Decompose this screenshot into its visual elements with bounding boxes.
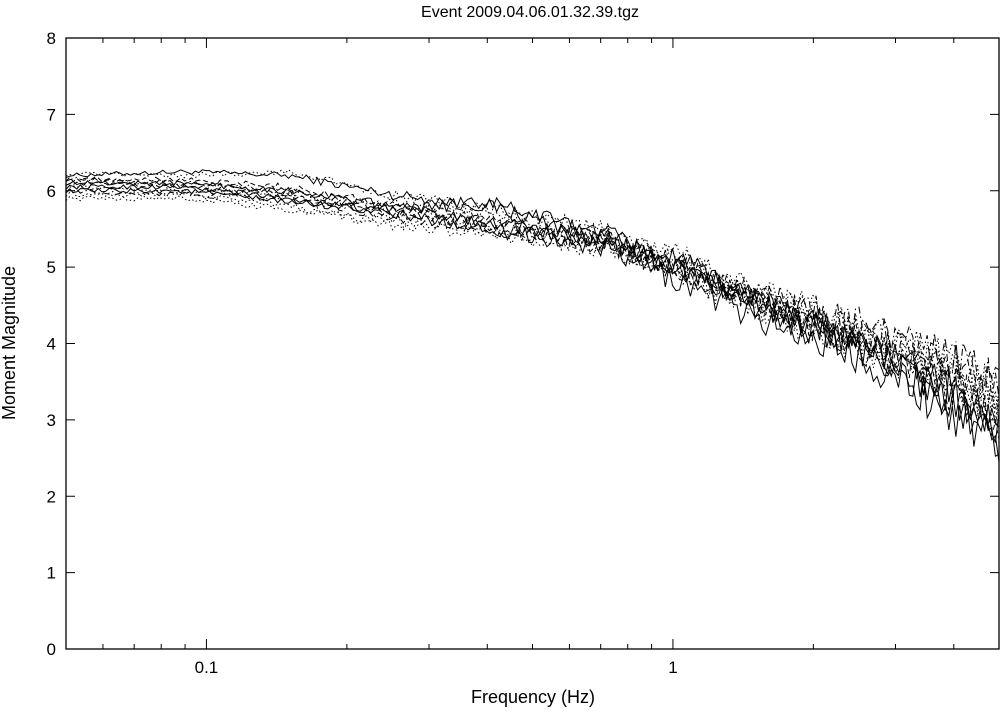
plot-frame	[65, 37, 1000, 650]
x-tick-label: 0.1	[195, 658, 219, 677]
y-tick-label: 4	[47, 335, 56, 354]
x-tick-label: 1	[668, 658, 677, 677]
y-tick-label: 2	[47, 487, 56, 506]
y-tick-label: 3	[47, 411, 56, 430]
chart-title: Event 2009.04.06.01.32.39.tgz	[421, 4, 639, 21]
series-line	[65, 188, 1000, 402]
y-tick-label: 0	[47, 640, 56, 659]
series-layer	[65, 169, 1000, 463]
x-axis-title: Frequency (Hz)	[471, 687, 595, 707]
series-line	[65, 183, 1000, 457]
series-line	[65, 176, 1000, 440]
axis-ticks: 0 1 2 3 4 5 6 7 8 0.1 1	[47, 29, 1000, 677]
y-tick-label: 1	[47, 564, 56, 583]
y-tick-label: 6	[47, 182, 56, 201]
y-tick-label: 8	[47, 29, 56, 48]
series-line	[65, 185, 1000, 410]
series-line	[65, 169, 1000, 424]
series-line	[65, 181, 1000, 431]
y-tick-label: 7	[47, 105, 56, 124]
y-tick-label: 5	[47, 258, 56, 277]
y-axis-title: Moment Magnitude	[0, 266, 19, 420]
series-line	[65, 176, 1000, 400]
series-line	[65, 180, 1000, 463]
